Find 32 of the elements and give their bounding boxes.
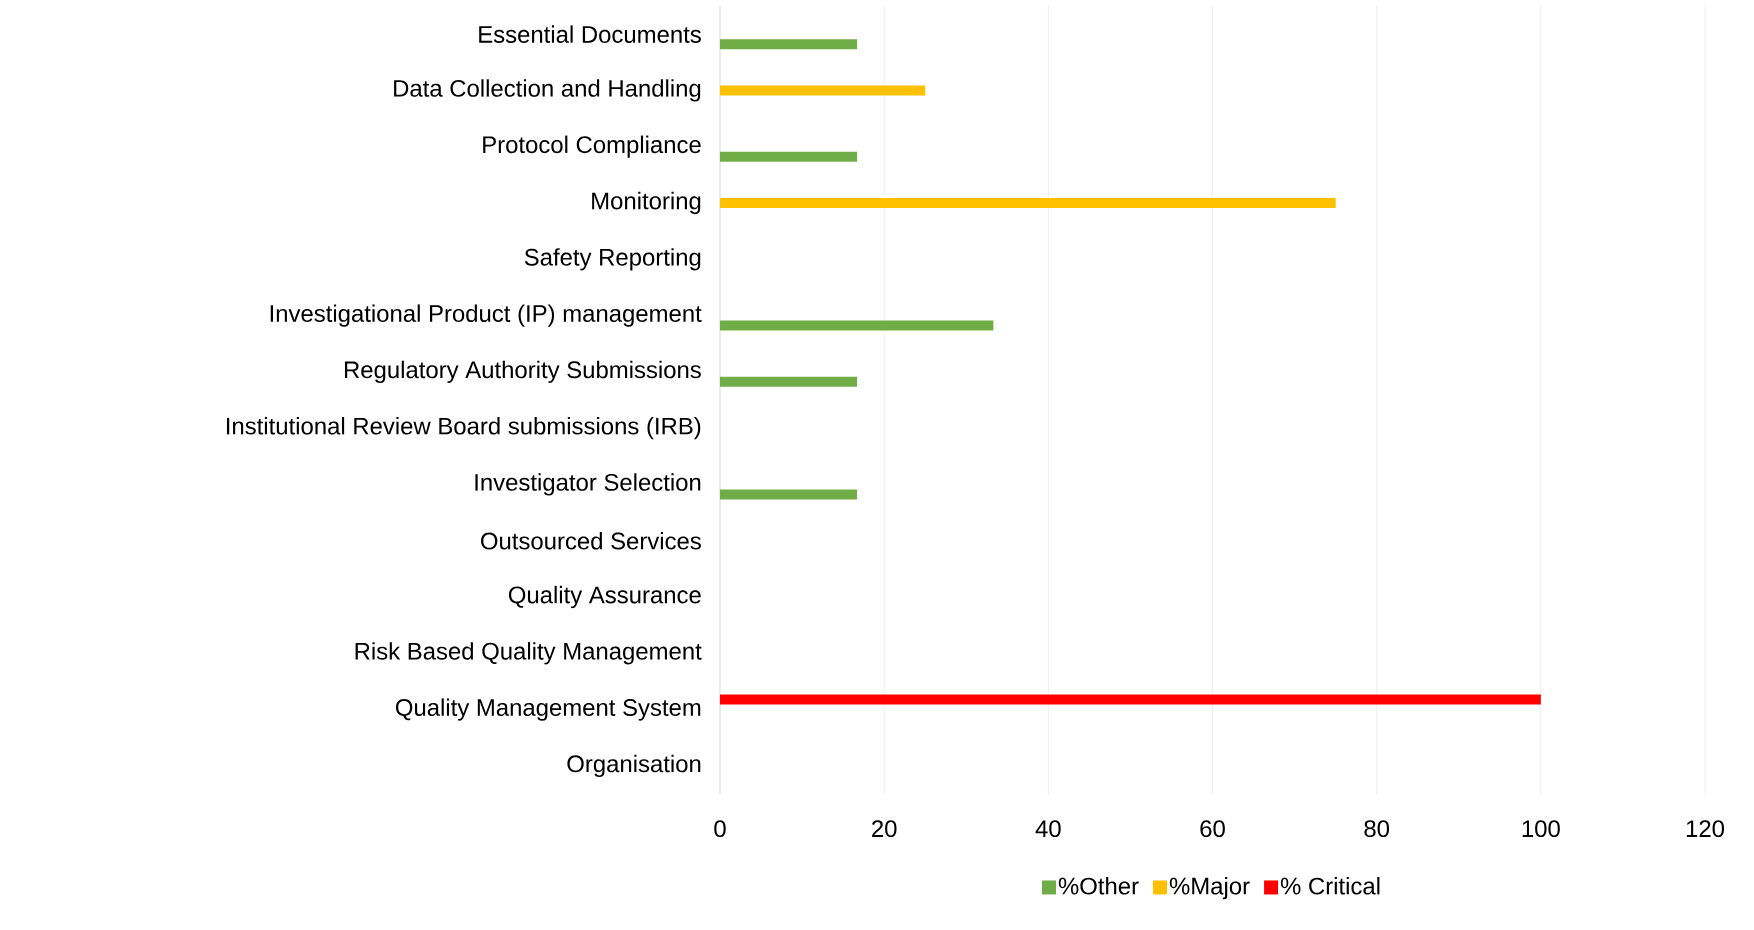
x-tick-label: 0 [714, 820, 726, 838]
legend-label: %Major [1169, 877, 1250, 900]
y-tick-label: Outsourced Services [481, 531, 701, 550]
legend-label: %Other [1058, 877, 1139, 895]
x-tick-label: 40 [1035, 820, 1061, 838]
y-tick-label: Protocol Compliance [483, 135, 701, 158]
bar [720, 151, 858, 162]
y-tick-label: Data Collection and Handling [394, 79, 701, 102]
x-tick-label: 100 [1522, 820, 1560, 838]
y-tick-label: Institutional Review Board submissions (IRB) [226, 417, 701, 440]
bar [720, 489, 858, 500]
y-tick-label: Monitoring [592, 191, 701, 215]
x-tick-label: 120 [1686, 820, 1725, 838]
y-tick-label: Organisation [567, 754, 701, 778]
y-tick-label: Risk Based Quality Management [355, 642, 702, 665]
legend-label: % Critical [1280, 877, 1380, 895]
y-tick-label: Investigational Product (IP) management [270, 304, 702, 327]
y-tick-label: Regulatory Authority Submissions [344, 360, 701, 384]
y-tick-label: Safety Reporting [524, 248, 701, 271]
bar [720, 198, 1336, 208]
y-tick-label: Quality Management System [395, 698, 701, 721]
bar [720, 85, 926, 96]
bar [720, 320, 994, 331]
y-tick-label: Essential Documents [479, 25, 701, 43]
bar [720, 694, 1541, 705]
bar [720, 39, 858, 50]
bar [720, 376, 858, 387]
x-tick-label: 80 [1364, 820, 1390, 838]
y-tick-label: Quality Assurance [508, 585, 701, 609]
x-tick-label: 60 [1200, 820, 1225, 838]
y-tick-label: Investigator Selection [475, 473, 701, 496]
x-tick-label: 20 [872, 820, 897, 838]
